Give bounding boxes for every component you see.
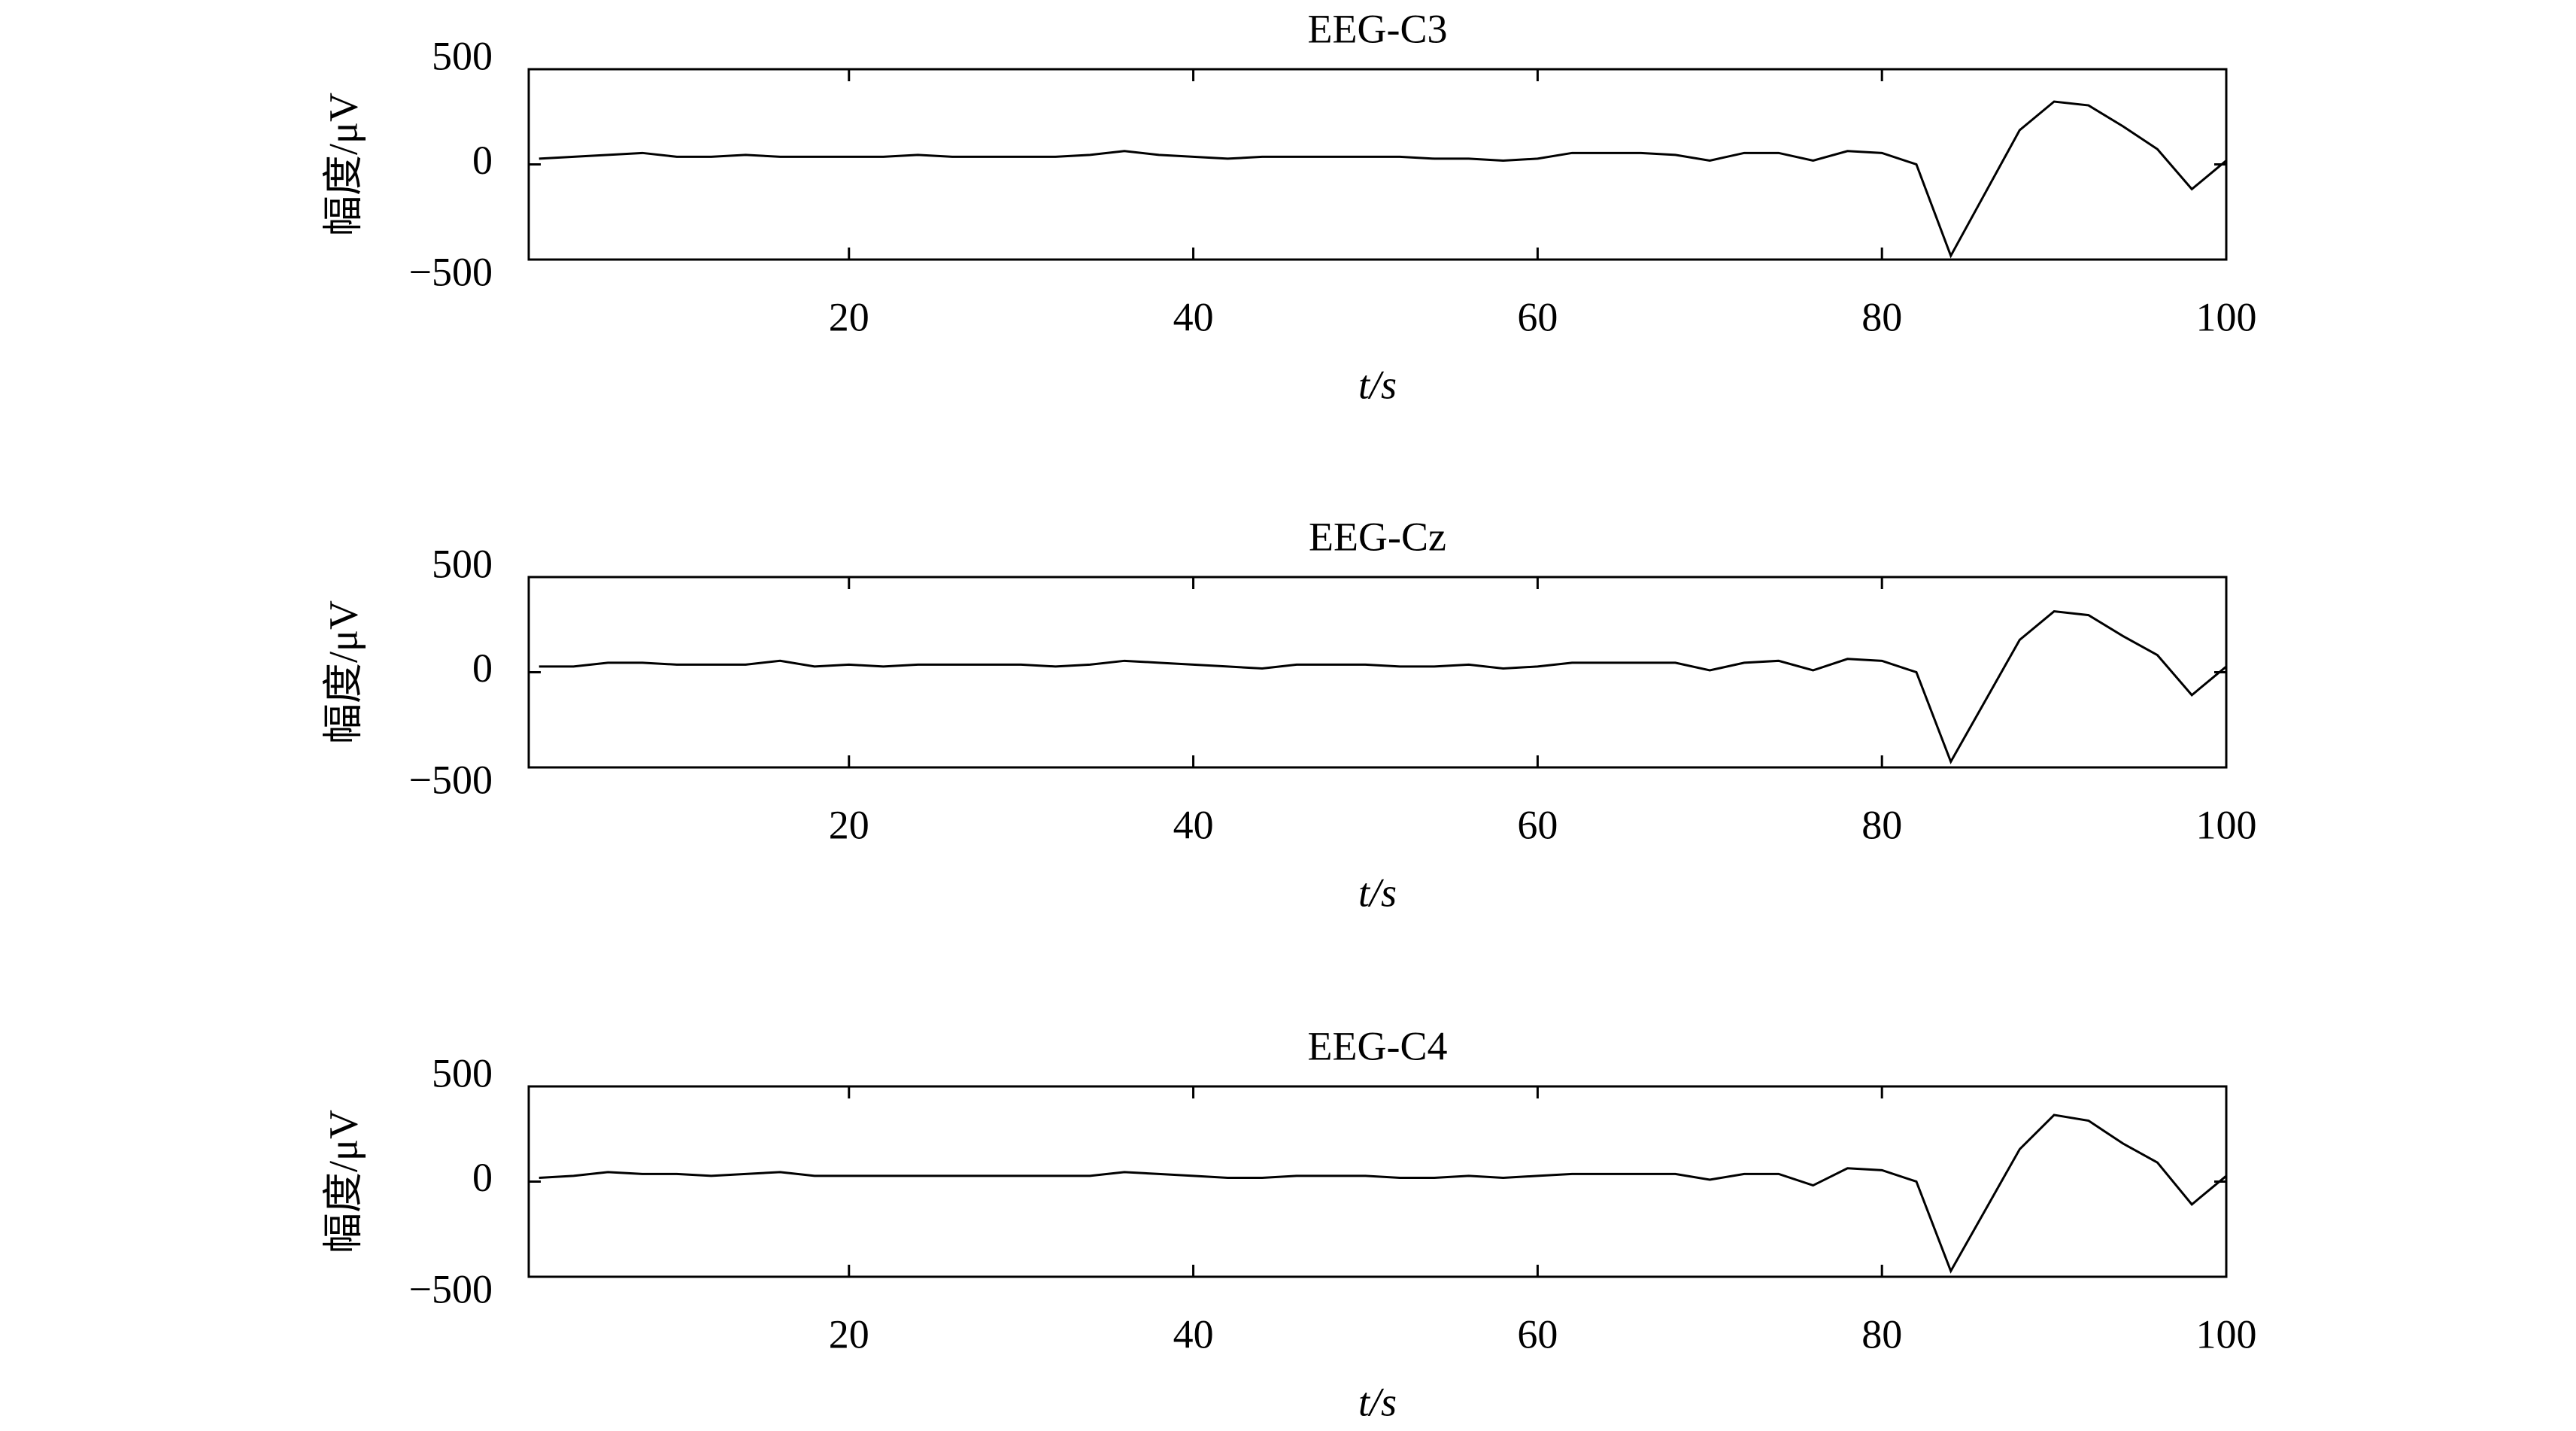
x-tick-label: 40 [1173,294,1214,339]
x-axis-label: t/s [1358,1379,1397,1424]
x-tick-label: 100 [2196,1311,2257,1357]
chart-title: EEG-C3 [1308,6,1448,51]
x-tick-label: 80 [1861,1311,1902,1357]
plot-frame [527,576,2228,769]
y-tick-label: 500 [432,541,493,586]
y-axis-label: 幅度/μV [320,600,366,744]
y-axis-label: 幅度/μV [320,1110,366,1253]
x-tick-label: 20 [829,294,869,339]
x-tick-label: 80 [1861,802,1902,847]
x-tick-label: 40 [1173,1311,1214,1357]
y-axis-label: 幅度/μV [320,93,366,236]
plot-frame [527,1085,2228,1278]
x-tick-label: 20 [829,802,869,847]
x-tick-label: 100 [2196,802,2257,847]
x-tick-label: 20 [829,1311,869,1357]
y-tick-label: 500 [432,33,493,78]
y-tick-label: 0 [472,1155,493,1200]
x-tick-label: 60 [1517,294,1558,339]
x-axis-label: t/s [1358,362,1397,407]
y-tick-label: −500 [409,1266,493,1311]
y-tick-label: 0 [472,646,493,691]
signal-line [539,1114,2227,1274]
y-tick-label: 0 [472,138,493,183]
y-tick-label: −500 [409,249,493,294]
x-tick-label: 60 [1517,802,1558,847]
y-tick-label: 500 [432,1050,493,1095]
x-axis-label: t/s [1358,870,1397,915]
x-tick-label: 40 [1173,802,1214,847]
signal-line [539,609,2227,764]
x-tick-label: 100 [2196,294,2257,339]
plot-frame [527,68,2228,261]
signal-line [539,100,2227,259]
y-tick-label: −500 [409,757,493,802]
chart-title: EEG-C4 [1308,1023,1448,1068]
x-tick-label: 80 [1861,294,1902,339]
chart-title: EEG-Cz [1309,514,1446,559]
x-tick-label: 60 [1517,1311,1558,1357]
